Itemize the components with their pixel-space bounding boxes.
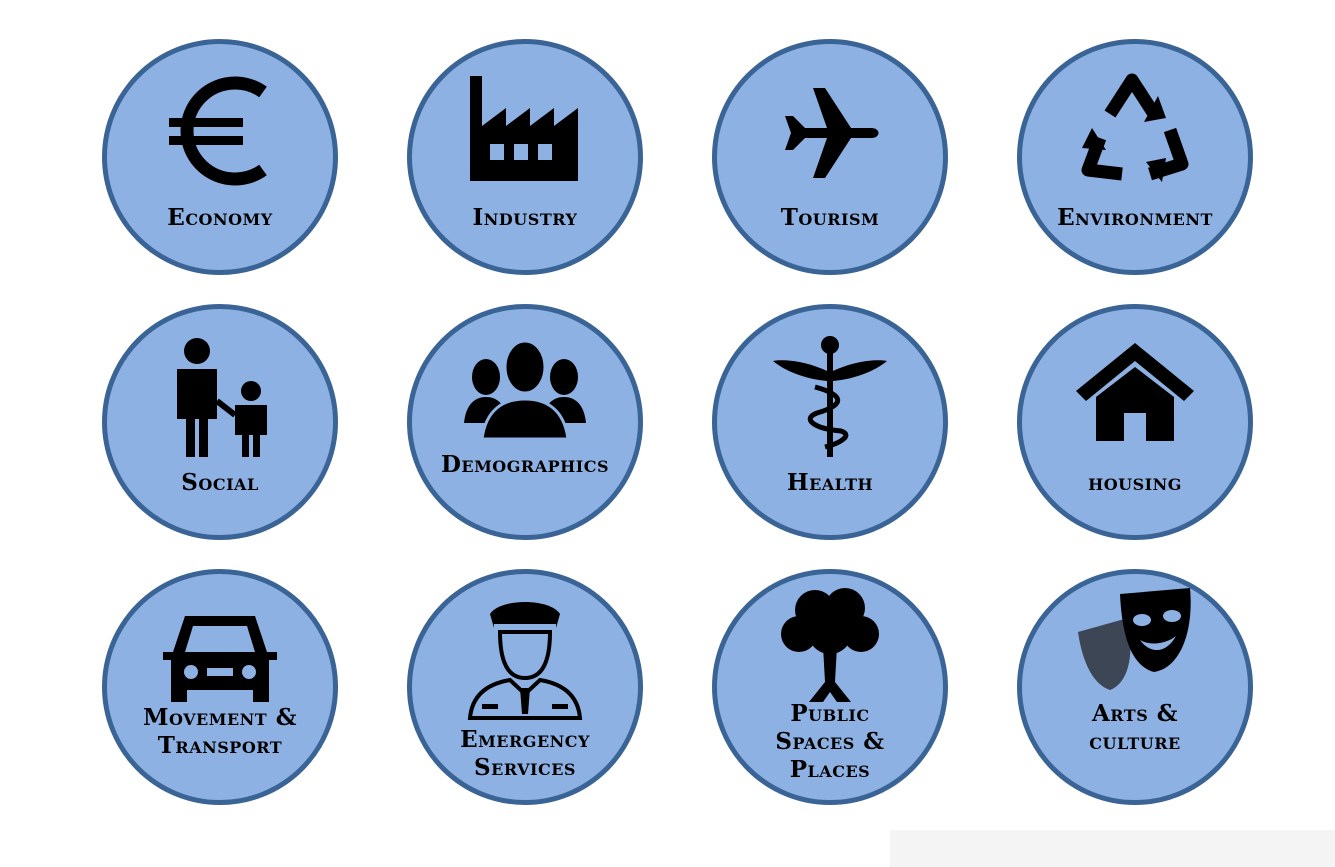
recycle-icon [1081,73,1189,182]
tile-label: Demographics [420,451,630,479]
label-line: Spaces & [775,728,885,755]
tile-public-spaces[interactable]: Public Spaces & Places [712,569,948,805]
label-line: Places [789,756,871,783]
tile-arts-culture[interactable]: Arts & culture [1017,569,1253,805]
parent-child-icon [177,338,267,457]
tile-economy[interactable]: Economy [102,39,338,275]
tile-emergency-services[interactable]: Emergency Services [407,569,643,805]
caduceus-icon [773,336,887,457]
house-icon [1076,343,1194,441]
tile-label: Health [725,469,935,497]
tree-icon [781,588,879,702]
tile-label: Tourism [725,204,935,232]
label-line: Emergency [460,726,590,753]
tile-tourism[interactable]: Tourism [712,39,948,275]
airplane-icon [785,88,879,178]
label-line: Movement & [143,704,297,731]
label-line: Social [181,469,259,496]
label-line: culture [1089,728,1181,755]
euro-icon [169,76,267,186]
tile-health[interactable]: Health [712,304,948,540]
tile-movement-transport[interactable]: Movement & Transport [102,569,338,805]
tile-label: Emergency Services [420,726,630,782]
tile-social[interactable]: Social [102,304,338,540]
tile-label: Arts & culture [1030,700,1240,756]
tile-housing[interactable]: housing [1017,304,1253,540]
label-line: Economy [167,204,273,231]
label-line: Health [786,469,874,496]
tile-label: Industry [420,204,630,232]
tile-label: Movement & Transport [115,704,325,760]
tile-industry[interactable]: Industry [407,39,643,275]
tile-environment[interactable]: Environment [1017,39,1253,275]
label-line: Environment [1057,204,1213,231]
label-line: Arts & [1091,700,1179,727]
theater-masks-icon [1078,588,1191,690]
background-shade [890,830,1335,867]
factory-icon [470,76,578,181]
label-line: Services [474,754,576,781]
tile-label: Economy [115,204,325,232]
label-line: Tourism [780,204,880,231]
label-line: Public [790,700,870,727]
tile-label: Social [115,469,325,497]
police-officer-icon [467,602,583,720]
label-line: housing [1088,469,1182,496]
people-group-icon [464,339,586,441]
car-icon [163,616,277,702]
tile-demographics[interactable]: Demographics [407,304,643,540]
label-line: Demographics [440,451,610,478]
tile-label: housing [1030,469,1240,497]
label-line: Transport [157,732,283,759]
tile-label: Environment [1030,204,1240,232]
tile-label: Public Spaces & Places [725,700,935,784]
label-line: Industry [472,204,578,231]
